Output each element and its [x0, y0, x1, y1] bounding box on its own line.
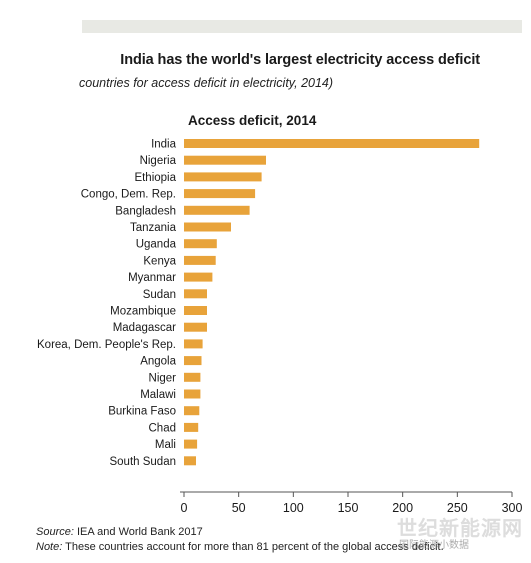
category-label-7: Kenya — [143, 255, 176, 267]
category-label-19: South Sudan — [109, 456, 176, 468]
x-tick-label-3: 150 — [338, 501, 359, 515]
category-label-18: Mali — [155, 439, 176, 451]
watermark-caption: 国际能源小数据 — [399, 540, 469, 551]
x-tick-label-1: 50 — [232, 501, 246, 515]
bar-10 — [184, 306, 207, 315]
page-subtitle: countries for access deficit in electric… — [79, 76, 334, 90]
bar-14 — [184, 372, 201, 382]
page-title: India has the world's largest electricit… — [120, 52, 480, 68]
source-note: Source: IEA and World Bank 2017 — [36, 526, 203, 538]
x-tick-label-0: 0 — [181, 501, 188, 515]
note-text: These countries account for more than 81… — [62, 541, 444, 553]
category-label-8: Myanmar — [128, 272, 176, 284]
x-tick-label-2: 100 — [283, 501, 304, 515]
bar-3 — [184, 189, 256, 199]
bar-4 — [184, 205, 250, 215]
category-label-11: Madagascar — [113, 322, 176, 334]
bar-1 — [184, 155, 266, 165]
category-label-16: Burkina Faso — [108, 406, 176, 418]
footnote: Note: These countries account for more t… — [36, 541, 444, 553]
category-label-15: Malawi — [140, 389, 176, 401]
category-label-0: India — [151, 139, 177, 151]
bar-8 — [184, 272, 213, 282]
bar-9 — [184, 289, 207, 299]
bar-6 — [184, 239, 217, 249]
source-text: IEA and World Bank 2017 — [73, 526, 203, 538]
bar-13 — [184, 356, 202, 366]
bar-15 — [184, 389, 201, 399]
category-label-2: Ethiopia — [134, 172, 176, 184]
bar-5 — [184, 222, 231, 232]
chart-title: Access deficit, 2014 — [188, 113, 317, 128]
bar-18 — [184, 439, 198, 449]
bar-0 — [184, 139, 480, 148]
category-label-9: Sudan — [143, 289, 176, 301]
category-label-12: Korea, Dem. People's Rep. — [37, 339, 176, 351]
category-label-14: Niger — [149, 372, 177, 384]
x-tick-label-5: 250 — [447, 501, 468, 515]
bar-16 — [184, 406, 200, 416]
top-decorative-band — [82, 20, 522, 33]
category-label-13: Angola — [140, 356, 176, 368]
bar-19 — [184, 456, 196, 466]
category-label-1: Nigeria — [140, 155, 177, 167]
source-label: Source: — [36, 526, 74, 538]
bar-12 — [184, 339, 203, 349]
watermark-logo: 世纪新能源网 — [397, 516, 523, 540]
bar-17 — [184, 422, 199, 432]
category-label-3: Congo, Dem. Rep. — [81, 189, 176, 201]
bar-11 — [184, 322, 207, 332]
bar-2 — [184, 172, 262, 182]
x-tick-label-6: 300 — [502, 501, 523, 515]
bar-7 — [184, 255, 216, 265]
note-label: Note: — [36, 541, 63, 553]
category-label-17: Chad — [149, 422, 177, 434]
category-label-5: Tanzania — [130, 222, 177, 234]
x-tick-label-4: 200 — [392, 501, 413, 515]
category-label-4: Bangladesh — [115, 205, 176, 217]
category-label-6: Uganda — [136, 239, 177, 251]
category-label-10: Mozambique — [110, 306, 176, 318]
